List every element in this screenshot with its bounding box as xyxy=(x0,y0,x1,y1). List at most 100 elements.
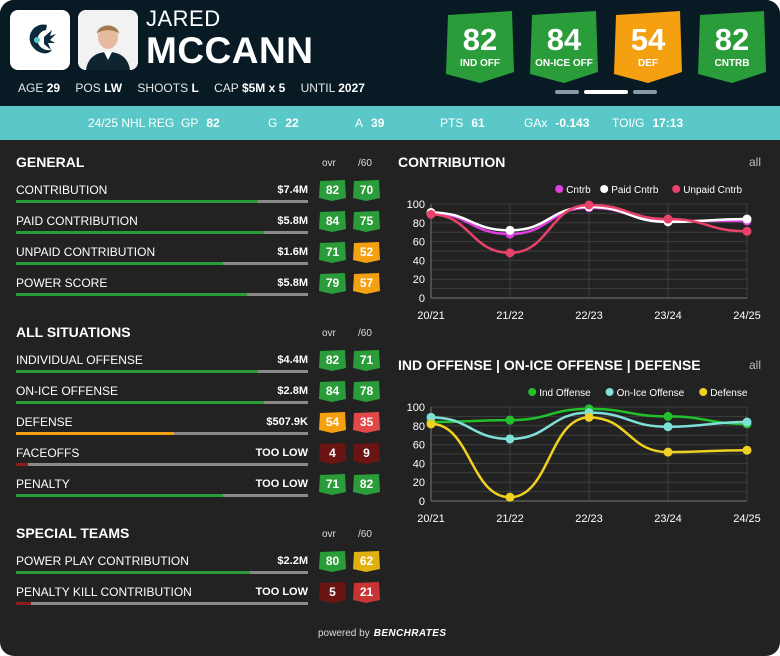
series-point[interactable] xyxy=(663,214,673,224)
series-point[interactable] xyxy=(742,226,752,236)
series-point[interactable] xyxy=(584,412,594,422)
until-label: UNTIL xyxy=(300,81,335,95)
metric-bar-track xyxy=(16,370,308,373)
metric-value: $7.4M xyxy=(277,184,308,196)
toi-label: TOI/G xyxy=(612,116,645,130)
metric-bar-track xyxy=(16,231,308,234)
y-tick-label: 60 xyxy=(413,440,425,452)
rating-shield-icon xyxy=(353,350,380,371)
legend-swatch xyxy=(555,185,564,193)
y-tick-label: 40 xyxy=(413,458,425,470)
carousel-dot-active[interactable] xyxy=(584,90,628,94)
series-point[interactable] xyxy=(505,434,515,444)
ovr-column-header: ovr xyxy=(322,158,336,169)
metric-value: TOO LOW xyxy=(255,447,308,459)
offense-defense-chart: 0 20 40 60 80 100 20/21 21/22 22/23 23/24 24/25 Ind… xyxy=(407,388,761,525)
metric-bar-track xyxy=(16,602,308,605)
legend-label[interactable]: Ind Offense xyxy=(539,388,591,399)
per60-rating-badge: 71 xyxy=(352,349,381,371)
carousel-dot[interactable] xyxy=(555,90,579,94)
metric-bar-track xyxy=(16,262,308,265)
a-label: A xyxy=(355,116,364,130)
metric-value: $2.8M xyxy=(277,385,308,397)
x-tick-label: 22/23 xyxy=(575,310,603,322)
ovr-rating-badge: 5 xyxy=(318,581,347,603)
rating-shield-icon xyxy=(319,443,346,464)
section-title: GENERAL xyxy=(16,154,85,170)
offense-defense-chart-all-link[interactable]: all xyxy=(749,358,762,372)
contribution-chart-all-link[interactable]: all xyxy=(749,155,762,169)
badge-label: DEF xyxy=(638,58,658,69)
series-point[interactable] xyxy=(505,225,515,235)
series-point[interactable] xyxy=(426,419,436,429)
legend-label[interactable]: Unpaid Cntrb xyxy=(683,185,742,196)
series-point[interactable] xyxy=(742,417,752,427)
badge-shield-icon xyxy=(698,11,766,83)
gp-value: 82 xyxy=(206,116,220,130)
badge-value: 54 xyxy=(630,22,666,57)
series-point[interactable] xyxy=(663,422,673,432)
shoots-label: SHOOTS xyxy=(137,81,189,95)
carousel-dot[interactable] xyxy=(633,90,657,94)
rating-value: 21 xyxy=(359,585,374,599)
badge-label: CNTRB xyxy=(714,58,750,69)
series-point[interactable] xyxy=(742,445,752,455)
metric-bar-track xyxy=(16,463,308,466)
a-value: 39 xyxy=(371,116,385,130)
legend-label[interactable]: Cntrb xyxy=(566,185,591,196)
gp-stat: GP 82 xyxy=(181,116,220,130)
rating-value: 4 xyxy=(329,446,336,460)
metric-label: POWER SCORE xyxy=(16,276,108,290)
metric-label: PENALTY xyxy=(16,477,70,491)
toi-value: 17:13 xyxy=(652,116,684,130)
series-point[interactable] xyxy=(742,214,752,224)
y-tick-label: 20 xyxy=(413,274,425,286)
section-title: ALL SITUATIONS xyxy=(16,324,131,340)
benchrates-logo[interactable]: BENCHRATES xyxy=(373,628,447,639)
series-point[interactable] xyxy=(584,200,594,210)
rating-value: 80 xyxy=(325,554,340,568)
badge-shield-icon xyxy=(530,11,598,83)
ovr-rating-badge: 4 xyxy=(318,442,347,464)
ovr-rating-badge: 82 xyxy=(318,179,347,201)
metric-bar-fill xyxy=(16,231,265,234)
rating-shield-icon xyxy=(353,412,380,433)
gp-label: GP xyxy=(181,116,199,130)
metric-value: TOO LOW xyxy=(255,586,308,598)
series-point[interactable] xyxy=(505,415,515,425)
legend-label[interactable]: Paid Cntrb xyxy=(611,185,659,196)
per60-column-header: /60 xyxy=(358,529,372,540)
series-point[interactable] xyxy=(426,412,436,422)
rating-value: 57 xyxy=(359,276,374,290)
contribution-chart: 0 20 40 60 80 100 20/21 21/22 22/23 23/24 24/25 Cnt… xyxy=(407,185,761,322)
series-point[interactable] xyxy=(426,209,436,219)
series-point[interactable] xyxy=(663,411,673,421)
per60-rating-badge: 75 xyxy=(352,210,381,232)
series-point[interactable] xyxy=(505,492,515,502)
footer: powered by BENCHRATES xyxy=(318,628,446,639)
metric-bar-fill xyxy=(16,262,224,265)
metric-value: $2.2M xyxy=(277,555,308,567)
rating-value: 71 xyxy=(325,245,340,259)
legend-label[interactable]: Defense xyxy=(710,388,748,399)
gax-label: GAx xyxy=(524,116,548,130)
rating-shield-icon xyxy=(319,242,346,263)
a-stat: A 39 xyxy=(355,116,384,130)
per60-rating-badge: 82 xyxy=(352,473,381,495)
series-point[interactable] xyxy=(505,248,515,258)
legend-label[interactable]: On-Ice Offense xyxy=(617,388,685,399)
player-info-row: AGE 29 POS LW SHOOTS L CAP $5M x 5 UNTIL… xyxy=(18,81,377,95)
badge-value: 82 xyxy=(714,22,750,57)
x-tick-label: 24/25 xyxy=(733,513,761,525)
rating-shield-icon xyxy=(319,412,346,433)
y-tick-label: 80 xyxy=(413,218,425,230)
pts-stat: PTS 61 xyxy=(440,116,485,130)
metric-bar-fill xyxy=(16,432,174,435)
toi-stat: TOI/G 17:13 xyxy=(612,116,683,130)
series-point[interactable] xyxy=(663,447,673,457)
rating-value: 71 xyxy=(359,353,374,367)
rating-badge: 82 IND OFF xyxy=(444,10,516,84)
contribution-chart-title: CONTRIBUTION xyxy=(398,154,506,170)
metric-bar-fill xyxy=(16,293,247,296)
